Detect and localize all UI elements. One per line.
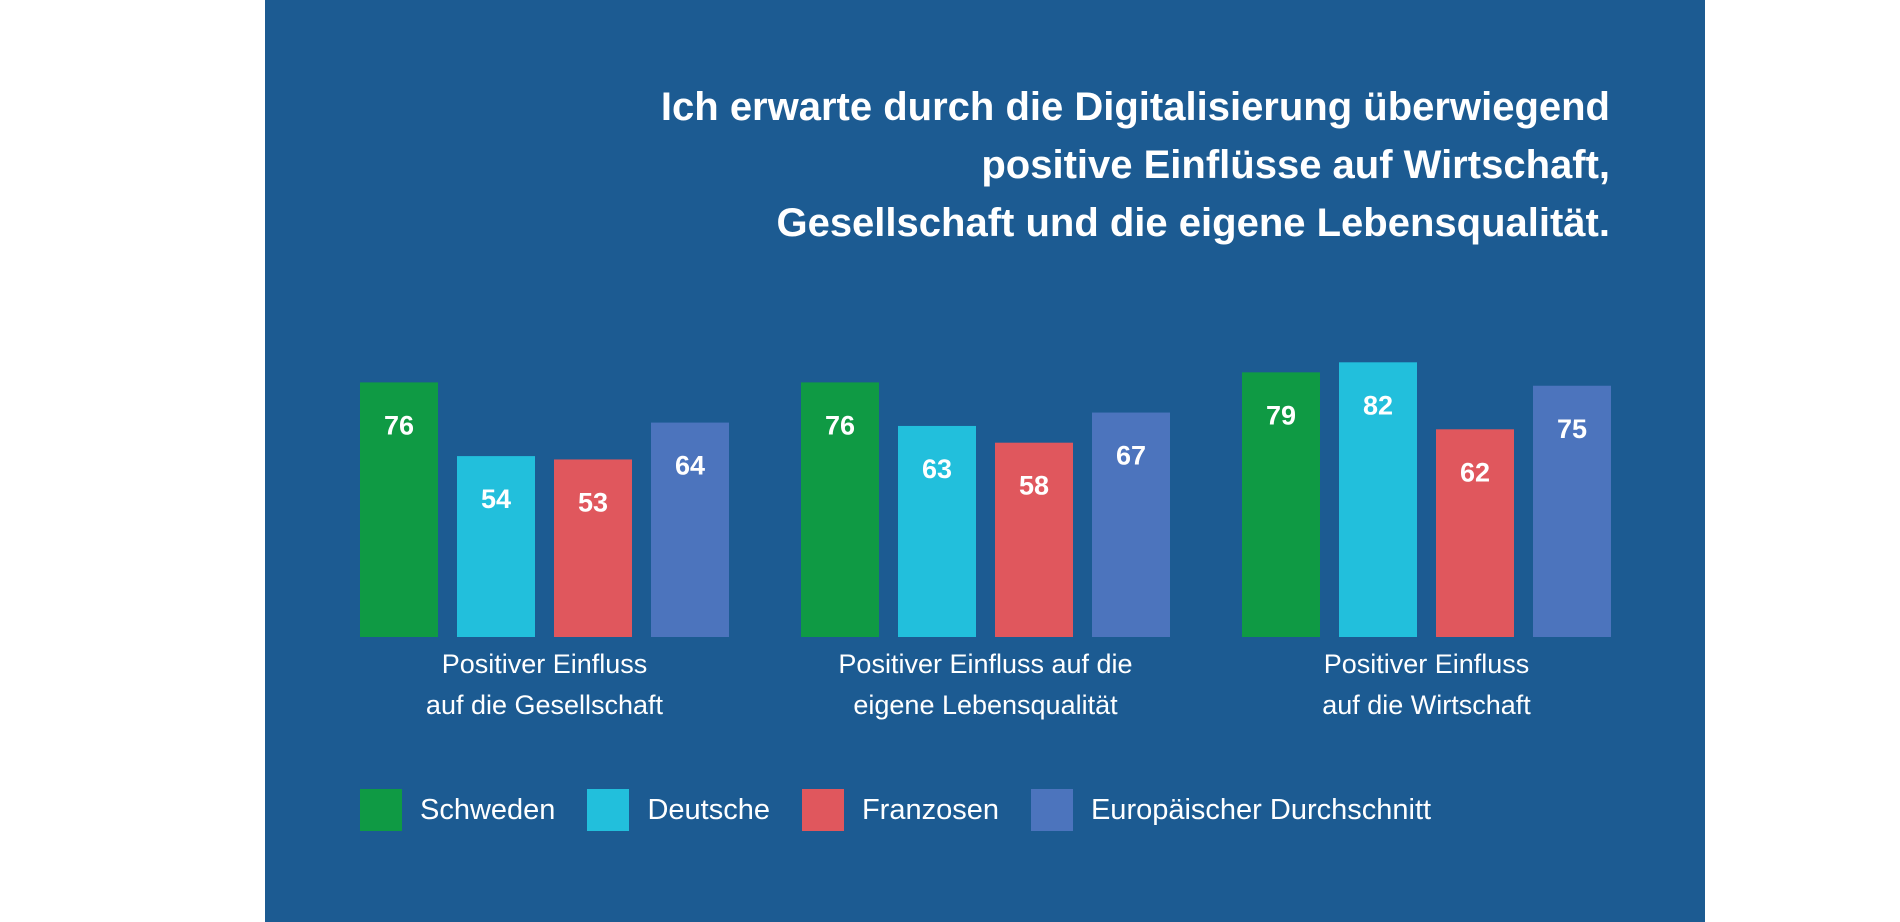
- bar-deutsche-2: [898, 425, 976, 637]
- data-label: 64: [675, 451, 705, 481]
- legend-swatch: [801, 789, 844, 831]
- data-label: 82: [1363, 390, 1393, 420]
- data-label: 54: [481, 484, 511, 514]
- bar-schweden-3: [1242, 372, 1320, 637]
- bar-schweden-2: [801, 382, 879, 637]
- data-label: 53: [578, 487, 608, 517]
- legend: Schweden Deutsche Franzosen Europäischer Du…: [360, 788, 1463, 832]
- legend-item: Deutsche: [587, 789, 770, 831]
- bar-europ-ischer-durchschnitt-1: [651, 422, 729, 637]
- legend-label: Deutsche: [647, 793, 770, 826]
- bar-franzosen-3: [1436, 429, 1514, 637]
- legend-label: Franzosen: [861, 793, 999, 826]
- legend-swatch: [1030, 789, 1073, 831]
- bar-deutsche-1: [457, 456, 535, 637]
- bar-schweden-1: [360, 382, 438, 637]
- data-label: 63: [922, 454, 952, 484]
- bar-franzosen-1: [554, 459, 632, 637]
- category-label: Positiver Einfluss auf die Gesellschaft: [426, 649, 664, 720]
- legend-label: Europäischer Durchschnitt: [1090, 793, 1432, 826]
- chart-title: Ich erwarte durch die Digitalisierung üb…: [660, 85, 1610, 245]
- legend-swatch: [360, 789, 402, 831]
- bar-deutsche-3: [1339, 362, 1417, 637]
- data-label: 76: [825, 410, 855, 440]
- bar-europ-ischer-durchschnitt-3: [1533, 385, 1611, 637]
- data-label: 62: [1460, 457, 1490, 487]
- category-label: Positiver Einfluss auf die Wirtschaft: [1322, 649, 1531, 720]
- data-label: 79: [1266, 400, 1296, 430]
- data-label: 76: [384, 410, 414, 440]
- bar-europ-ischer-durchschnitt-2: [1092, 412, 1170, 637]
- legend-label: Schweden: [420, 793, 556, 826]
- legend-item: Franzosen: [801, 789, 999, 831]
- data-label: 58: [1019, 471, 1049, 501]
- bar-franzosen-2: [995, 442, 1073, 637]
- chart-panel: Ich erwarte durch die Digitalisierung üb…: [265, 0, 1705, 922]
- data-label: 67: [1116, 441, 1146, 471]
- data-label: 75: [1557, 414, 1587, 444]
- legend-item: Europäischer Durchschnitt: [1030, 789, 1432, 831]
- legend-item: Schweden: [360, 789, 555, 831]
- category-label: Positiver Einfluss auf die eigene Lebensq…: [838, 649, 1132, 720]
- legend-swatch: [587, 789, 630, 831]
- bar-chart: 76 54 53 64 Positiver Einfluss auf die Gesell…: [360, 362, 1611, 720]
